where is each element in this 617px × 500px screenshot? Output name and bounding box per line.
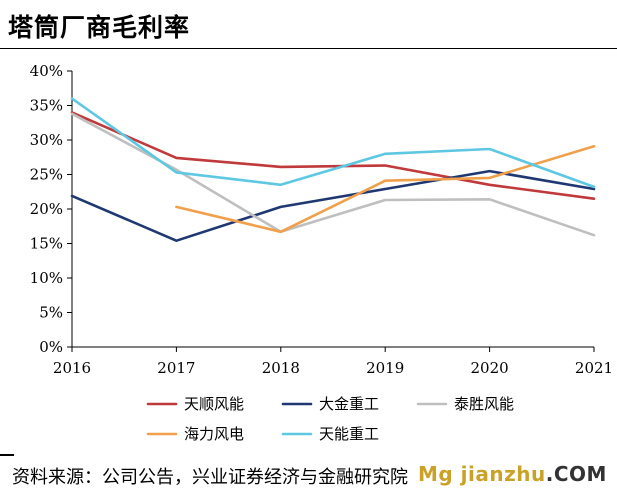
y-tick-label: 35%: [30, 97, 63, 115]
x-tick-label: 2018: [262, 359, 300, 377]
y-tick-label: 25%: [30, 166, 63, 184]
chart-series: [70, 97, 596, 242]
series-line-2: [70, 169, 596, 242]
y-tick-label: 15%: [30, 235, 63, 253]
y-tick-label: 10%: [30, 269, 63, 287]
legend-label-2: 大金重工: [319, 395, 379, 413]
y-tick-label: 40%: [30, 62, 63, 80]
watermark-main: Mg jianzhu: [418, 462, 546, 486]
x-tick-label: 2019: [366, 359, 404, 377]
chart-axes: 0% 5% 10% 15% 20% 25% 30% 35% 40% 2016 2017 2018 201…: [30, 62, 613, 377]
source-note: 资料来源：公司公告，兴业证券经济与金融研究院: [12, 467, 408, 488]
y-tick-label: 0%: [39, 338, 63, 356]
legend-label-4: 海力风电: [184, 425, 244, 443]
series-line-5: [70, 97, 596, 189]
legend-label-3: 泰胜风能: [454, 395, 514, 413]
x-tick-label: 2017: [157, 359, 195, 377]
title-divider: [0, 48, 617, 49]
watermark-suffix: .COM: [545, 462, 607, 486]
y-tick-label: 30%: [30, 131, 63, 149]
y-tick-label: 20%: [30, 200, 63, 218]
legend-label-1: 天顺风能: [184, 395, 244, 413]
y-tick-label: 5%: [39, 304, 63, 322]
source-divider: [0, 454, 14, 456]
watermark: Mg jianzhu.COM: [418, 462, 607, 486]
x-tick-label: 2016: [53, 359, 91, 377]
series-line-1: [70, 111, 596, 200]
legend-label-5: 天能重工: [319, 425, 379, 443]
chart-title: 塔筒厂商毛利率: [8, 13, 191, 42]
x-tick-label: 2020: [471, 359, 509, 377]
x-tick-label: 2021: [575, 359, 613, 377]
series-line-4: [175, 144, 596, 234]
